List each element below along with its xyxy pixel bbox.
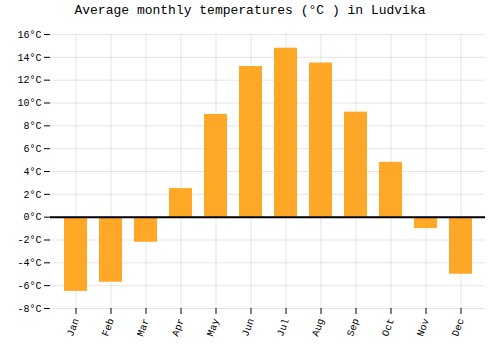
svg-text:6°C: 6°C xyxy=(23,144,41,155)
svg-text:Aug: Aug xyxy=(310,317,326,338)
svg-text:Dec: Dec xyxy=(450,317,466,338)
svg-text:-6°C: -6°C xyxy=(17,281,41,292)
svg-text:8°C: 8°C xyxy=(23,121,41,132)
svg-text:10°C: 10°C xyxy=(17,98,41,109)
svg-text:0°C: 0°C xyxy=(23,212,41,223)
svg-text:14°C: 14°C xyxy=(17,53,41,64)
svg-text:16°C: 16°C xyxy=(17,30,41,41)
svg-text:Apr: Apr xyxy=(170,317,186,338)
svg-text:Nov: Nov xyxy=(415,317,431,338)
html-text:Average monthly temperatures (: Average monthly temperatures (°C ) in Lu… xyxy=(74,3,426,18)
svg-text:-8°C: -8°C xyxy=(17,304,41,315)
svg-text:Feb: Feb xyxy=(100,317,116,338)
svg-text:May: May xyxy=(205,317,221,338)
svg-text:-2°C: -2°C xyxy=(17,235,41,246)
svg-text:Mar: Mar xyxy=(135,317,151,338)
svg-text:-4°C: -4°C xyxy=(17,258,41,269)
svg-text:Jan: Jan xyxy=(65,317,81,338)
svg-text:Oct: Oct xyxy=(380,317,396,338)
svg-text:2°C: 2°C xyxy=(23,190,41,201)
svg-text:Jul: Jul xyxy=(275,317,291,338)
svg-text:4°C: 4°C xyxy=(23,167,41,178)
svg-text:Sep: Sep xyxy=(345,317,361,338)
svg-text:Jun: Jun xyxy=(240,317,256,338)
svg-text:12°C: 12°C xyxy=(17,75,41,86)
